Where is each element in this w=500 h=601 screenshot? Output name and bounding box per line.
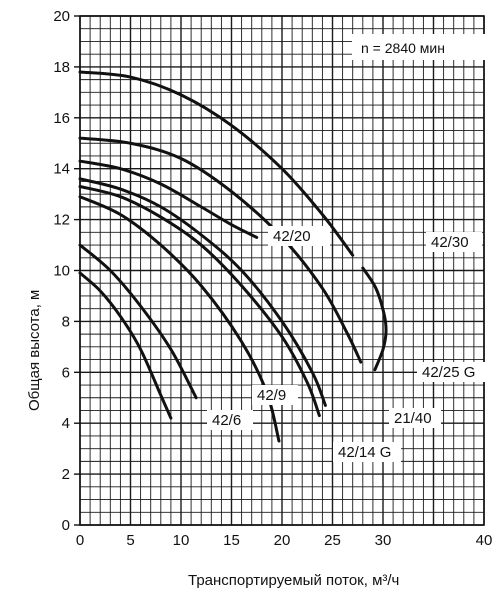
curve-label-text: 42/30 (431, 234, 469, 251)
series-curve-42-6 (78, 271, 173, 420)
x-tick-label: 15 (223, 532, 240, 549)
curve-label-42-14g: 42/14 G (333, 442, 401, 462)
series-curve-42-25-g (78, 136, 363, 364)
y-tick-label: 4 (62, 415, 70, 432)
x-tick-label: 0 (76, 532, 84, 549)
series-curve-42-30 (78, 70, 355, 257)
series-curve-42-20 (78, 159, 259, 239)
curve-label-42-25g: 42/25 G (417, 362, 489, 382)
x-axis-title: Транспортируемый поток, м³/ч (188, 572, 399, 589)
series-curve-21-40 (78, 185, 321, 418)
axes: 0 2 4 6 8 10 12 14 16 18 20 0 5 10 15 20 25 30 40 (53, 8, 492, 549)
curve-label-text: 42/9 (257, 387, 286, 404)
curve-label-42-30: 42/30 (426, 232, 482, 252)
x-tick-label: 30 (375, 532, 392, 549)
rpm-annotation: n = 2840 мин (361, 40, 445, 56)
x-tick-label: 10 (173, 532, 190, 549)
y-tick-label: 8 (62, 313, 70, 330)
y-tick-label: 16 (53, 110, 70, 127)
curve-label-text: 21/40 (394, 410, 432, 427)
curve-label-42-20: 42/20 (268, 226, 330, 246)
curve-label-text: 42/20 (273, 228, 311, 245)
x-tick-label: 5 (126, 532, 134, 549)
y-tick-label: 12 (53, 212, 70, 229)
y-tick-label: 2 (62, 466, 70, 483)
y-tick-label: 0 (62, 517, 70, 534)
y-tick-label: 10 (53, 263, 70, 280)
x-tick-label: 40 (476, 532, 493, 549)
y-tick-label: 18 (53, 59, 70, 76)
x-tick-label: 25 (324, 532, 341, 549)
curve-label-42-9: 42/9 (252, 385, 298, 405)
curve-label-text: 42/14 G (338, 444, 391, 461)
grid (79, 15, 485, 526)
y-axis-title: Общая высота, м (26, 290, 43, 411)
x-tick-label: 20 (274, 532, 291, 549)
curve-label-42-6: 42/6 (207, 410, 253, 430)
y-tick-label: 20 (53, 8, 70, 25)
series-curve-42-30-ext (361, 266, 388, 372)
series-curve-42-9 (78, 243, 198, 400)
series-group (78, 70, 388, 443)
curve-label-21-40: 21/40 (389, 408, 441, 428)
curve-label-text: 42/25 G (422, 364, 475, 381)
curve-label-text: 42/6 (212, 412, 241, 429)
annotation-box (352, 34, 486, 60)
y-tick-label: 14 (53, 161, 70, 178)
y-tick-label: 6 (62, 364, 70, 381)
series-curve-42-14 (78, 177, 327, 407)
